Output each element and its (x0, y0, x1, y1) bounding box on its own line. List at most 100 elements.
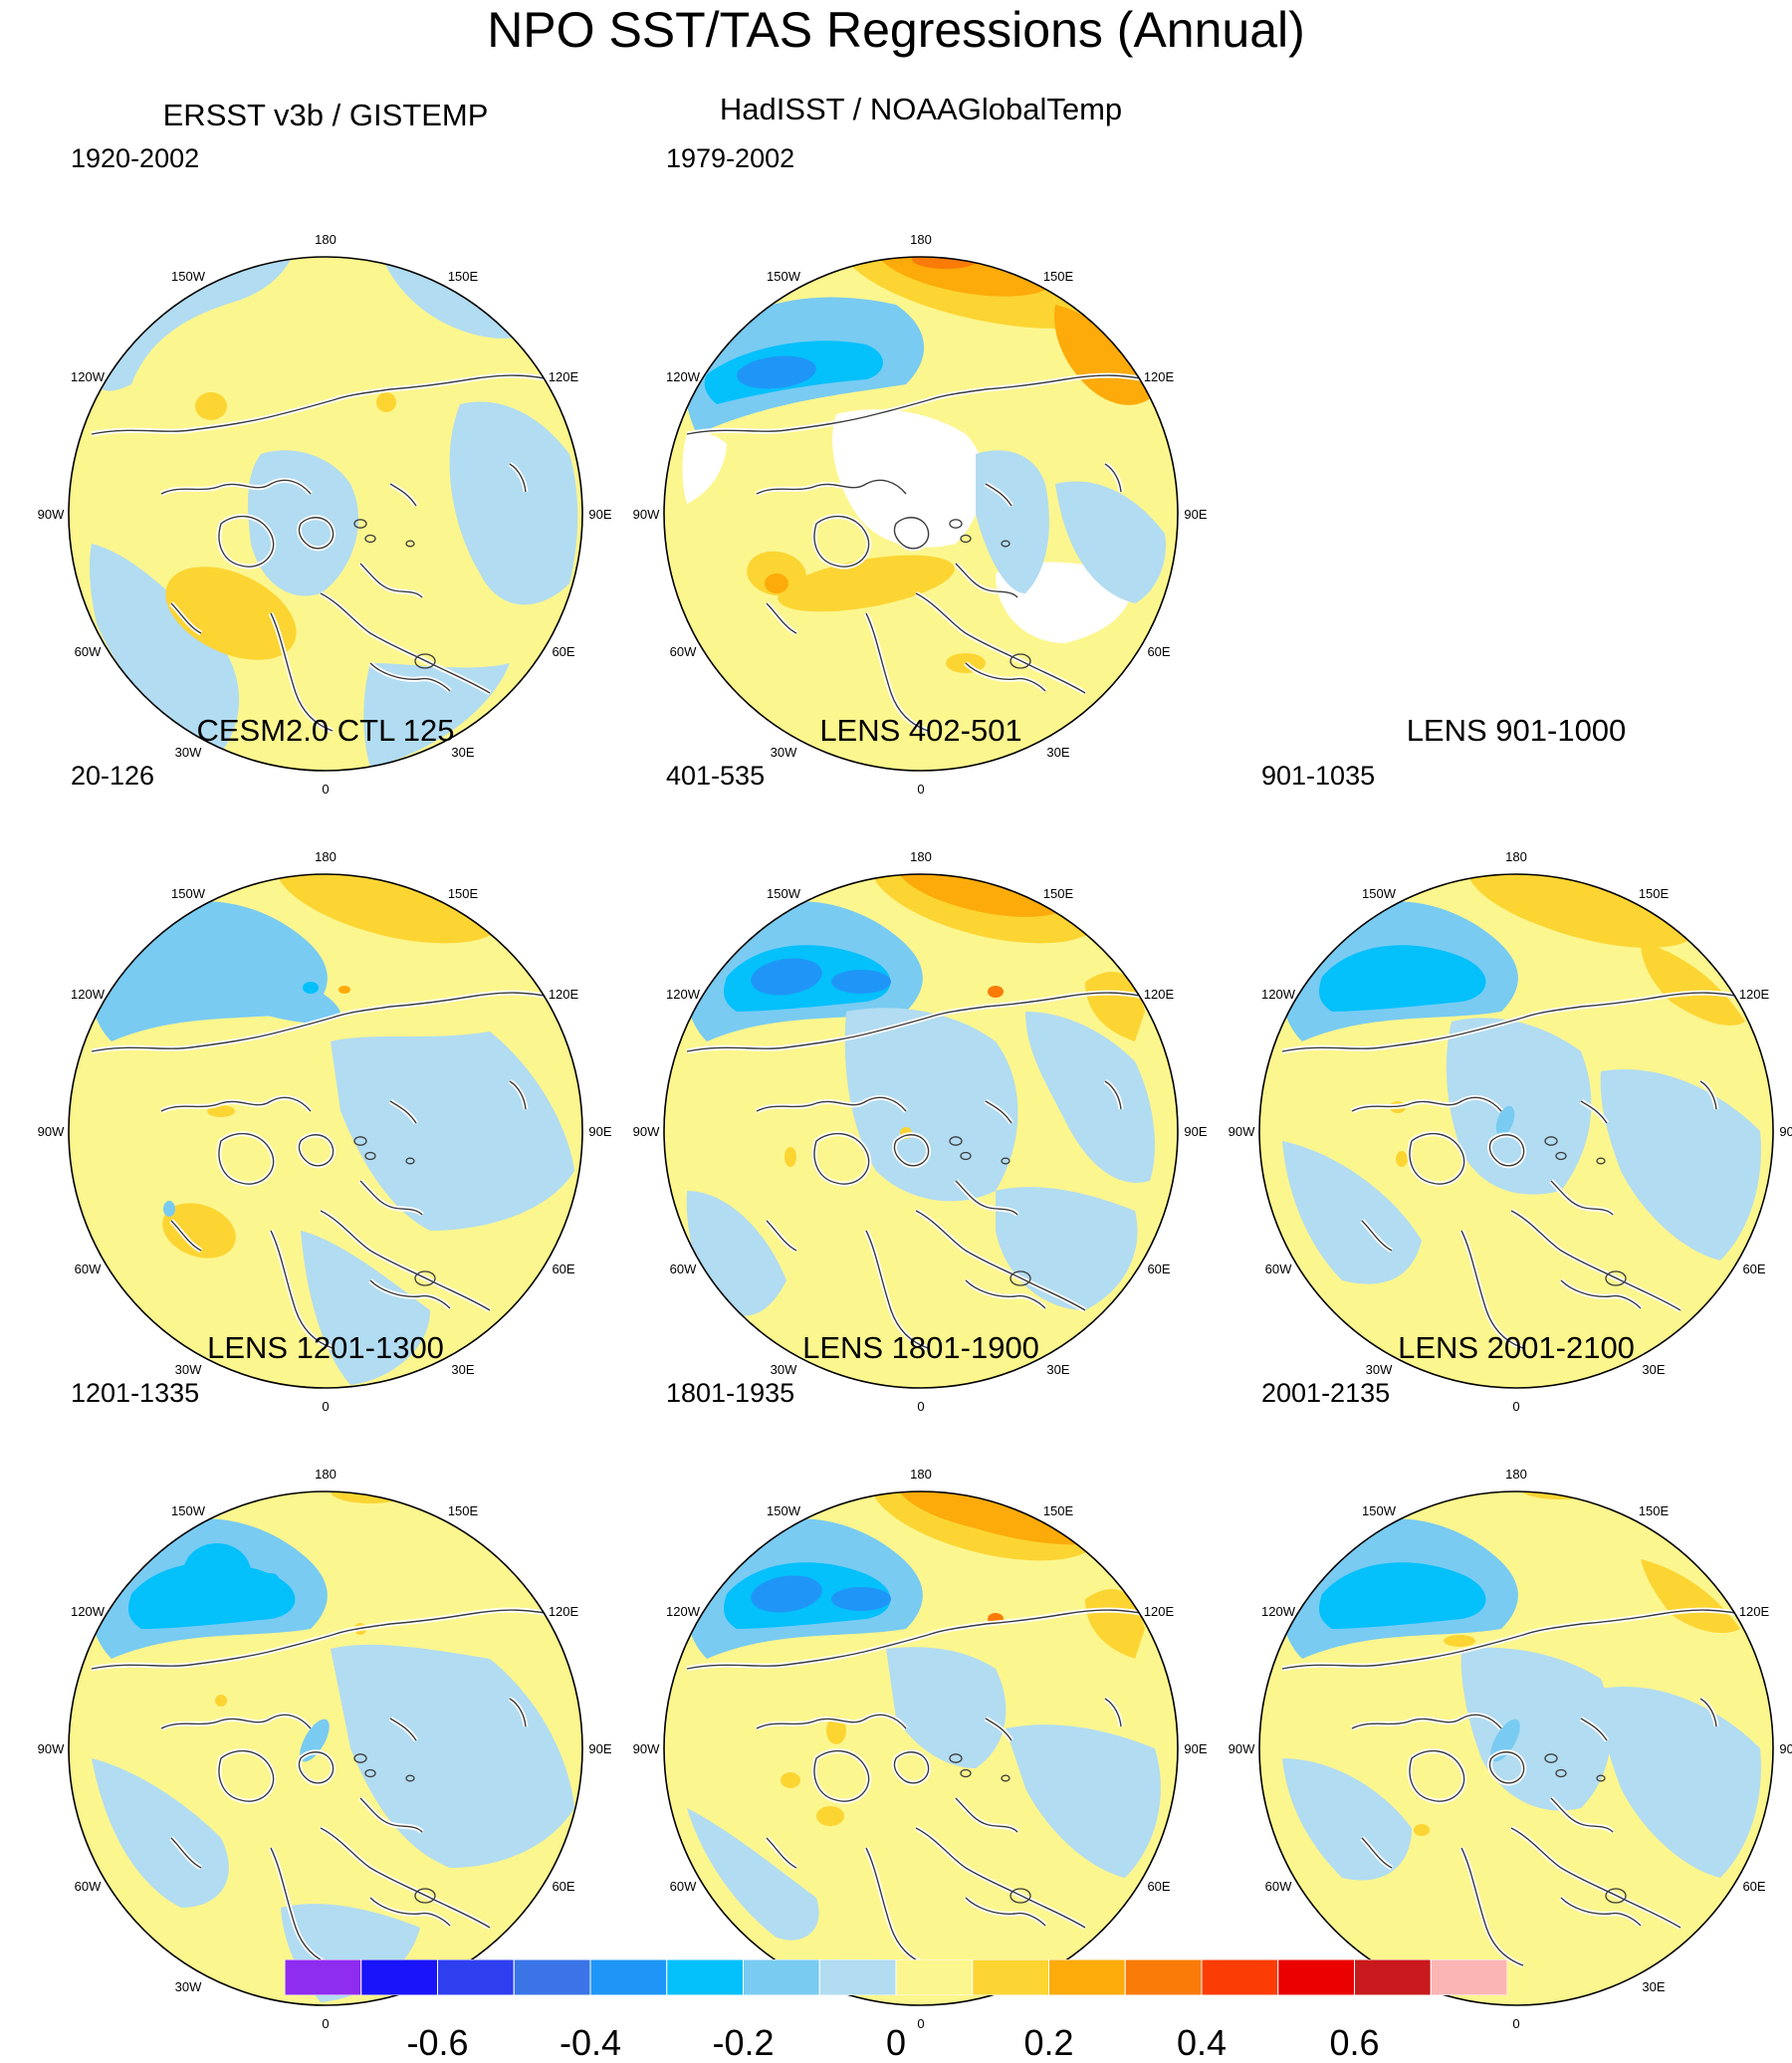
coastline (270, 1847, 334, 1966)
cold-region (886, 1647, 1007, 1768)
longitude-label: 180 (315, 232, 336, 247)
coastline (320, 1210, 491, 1311)
island-outline (1544, 1136, 1558, 1146)
warm-region (1085, 972, 1145, 1041)
map-panel-lens-2001-2100: 180 150E 120E 90E 60E 30E 0 30W 60W 90W 120W 150W L… (1229, 1330, 1792, 2031)
coastline (756, 1096, 907, 1112)
island-outline (353, 1136, 367, 1146)
map-boundary (68, 256, 583, 772)
longitude-label: 90E (588, 507, 611, 522)
longitude-label: 30W (771, 745, 797, 760)
coastline (91, 1634, 334, 1670)
longitude-label: 90W (1229, 1741, 1255, 1756)
cold-region (976, 450, 1049, 593)
colorbar-swatch (1048, 1959, 1126, 1995)
warm-region (207, 1105, 235, 1117)
longitude-label: 120E (549, 987, 579, 1002)
panel-period: 2001-2135 (1261, 1378, 1391, 1408)
coastline (509, 1698, 527, 1727)
map-boundary (1258, 873, 1774, 1389)
island-outline (1596, 1774, 1606, 1782)
island-outline (1001, 1774, 1010, 1782)
coastline (218, 1749, 275, 1802)
longitude-label: 180 (315, 849, 336, 864)
longitude-label: 120E (1739, 987, 1770, 1002)
longitude-label: 90E (1779, 1124, 1792, 1139)
coastline (965, 662, 1046, 692)
cold-region (1006, 1724, 1161, 1878)
coastline (756, 1714, 907, 1729)
cold-region (251, 962, 340, 1024)
cold-region (1600, 1687, 1761, 1878)
coastline (170, 1837, 202, 1869)
island-outline (949, 1136, 963, 1146)
longitude-label: 60E (552, 644, 574, 659)
longitude-label: 90W (38, 507, 65, 522)
figure-title: NPO SST/TAS Regressions (Annual) (487, 2, 1305, 58)
island-outline (960, 1768, 972, 1778)
polar-map: 180 150E 120E 90E 60E 30E 0 30W 60W 90W 120W 150W (38, 849, 612, 1414)
coastline (1460, 1230, 1524, 1349)
longitude-label: 90E (588, 1741, 611, 1756)
polar-map: 180 150E 120E 90E 60E 30E 0 30W 60W 90W 120W 150W (633, 849, 1208, 1414)
island-outline (414, 653, 436, 669)
warm-region (162, 1203, 236, 1259)
coastline (160, 1714, 312, 1729)
longitude-label: 120W (1261, 987, 1296, 1002)
coastline (915, 1210, 1086, 1311)
island-outline (1001, 1157, 1010, 1165)
panel-period: 401-535 (666, 761, 766, 791)
island-outline (1596, 1157, 1606, 1165)
longitude-label: 60W (1265, 1261, 1292, 1276)
cold-region (1495, 1105, 1515, 1137)
coastline (1560, 1279, 1642, 1309)
longitude-label: 150W (1362, 1503, 1397, 1518)
coastline (927, 992, 1166, 1019)
map-boundary (663, 1490, 1179, 2006)
cold-region (687, 1808, 819, 1941)
coastline (927, 1609, 1166, 1636)
coastline (813, 1749, 870, 1802)
island-outline (414, 1888, 436, 1904)
panel-title: LENS 1801-1900 (802, 1330, 1039, 1365)
longitude-label: 180 (910, 849, 932, 864)
longitude-label: 150E (1639, 886, 1670, 901)
colorbar-swatch (972, 1959, 1049, 1995)
coastline (1460, 1847, 1524, 1966)
longitude-label: 30W (175, 1979, 202, 1994)
coastline (1351, 1714, 1502, 1729)
coastline (1510, 1210, 1681, 1311)
longitude-label: 60W (1265, 1879, 1292, 1894)
colorbar-tick-label: 0 (885, 2022, 907, 2063)
coastline (1281, 1017, 1524, 1052)
panel-period: 1201-1335 (71, 1378, 200, 1408)
panel-title: CESM2.0 CTL 125 (196, 713, 455, 748)
cold-region (449, 401, 578, 605)
longitude-label: 90W (1229, 1124, 1255, 1139)
coastline (1409, 1749, 1465, 1802)
coastline (359, 1180, 423, 1216)
island-outline (1009, 1270, 1031, 1286)
longitude-label: 0 (917, 1399, 924, 1414)
panel-title: LENS 402-501 (819, 713, 1022, 748)
cold-region (1055, 481, 1166, 603)
polar-map: 180 150E 120E 90E 60E 30E 0 30W 60W 90W 120W 150W (633, 232, 1208, 797)
cold-region (89, 544, 240, 753)
longitude-label: 0 (917, 782, 924, 797)
coastline (915, 592, 1086, 694)
warm-region (1444, 1635, 1475, 1647)
longitude-label: 150E (1043, 269, 1074, 284)
island-outline (949, 519, 963, 529)
map-panel-hadisst-noaa: 180 150E 120E 90E 60E 30E 0 30W 60W 90W 120W 150W H… (633, 92, 1208, 797)
longitude-label: 180 (1505, 1467, 1527, 1482)
coastline (865, 1847, 929, 1966)
longitude-label: 90E (588, 1124, 611, 1139)
longitude-label: 60W (670, 644, 697, 659)
island-outline (353, 1753, 367, 1763)
coastline (1522, 992, 1761, 1019)
cold-region (831, 1587, 891, 1611)
longitude-label: 90E (1184, 507, 1207, 522)
map-panel-cesm2-ctl: 180 150E 120E 90E 60E 30E 0 30W 60W 90W 120W 150W C… (38, 713, 612, 1414)
longitude-label: 60W (670, 1261, 697, 1276)
coastline (1361, 1220, 1393, 1252)
